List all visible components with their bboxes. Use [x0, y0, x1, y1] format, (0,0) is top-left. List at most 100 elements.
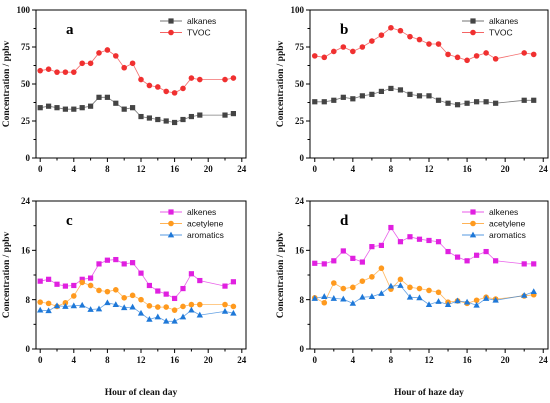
data-point-aromatics — [321, 293, 328, 299]
data-point-acetylene — [378, 265, 385, 272]
data-point-alkenes — [464, 258, 470, 264]
x-tick-label: 12 — [137, 164, 147, 174]
data-point-alkanes — [155, 116, 161, 123]
data-point-acetylene — [197, 301, 203, 308]
y-tick-label: 25 — [21, 116, 31, 126]
data-point-TVOC — [340, 44, 347, 50]
data-point-alkenes — [340, 248, 346, 254]
data-point-alkanes — [369, 91, 375, 97]
data-point-TVOC — [397, 27, 404, 34]
data-point-alkanes — [454, 102, 461, 108]
data-point-aromatics — [129, 303, 136, 310]
data-point-alkenes — [113, 256, 119, 263]
x-tick-label: 16 — [463, 164, 473, 174]
data-point-alkanes — [407, 91, 413, 97]
data-point-aromatics — [112, 301, 119, 307]
data-point-TVOC — [311, 53, 318, 59]
data-point-alkanes — [46, 103, 52, 109]
y-axis-label: Concentration / ppbv — [2, 40, 12, 127]
data-point-alkanes — [378, 88, 384, 94]
data-point-acetylene — [171, 307, 178, 313]
data-point-aromatics — [53, 302, 61, 309]
data-point-acetylene — [397, 276, 404, 283]
data-point-TVOC — [369, 38, 375, 44]
data-point-alkenes — [369, 244, 375, 250]
x-tick-label: 4 — [72, 355, 77, 365]
y-tick-label: 75 — [21, 42, 31, 52]
data-point-alkenes — [37, 278, 43, 284]
data-point-alkenes — [188, 271, 194, 277]
data-point-alkenes — [71, 282, 77, 289]
data-point-alkanes — [426, 93, 432, 99]
data-point-alkanes — [521, 97, 527, 103]
data-point-aromatics — [137, 309, 145, 316]
data-point-TVOC — [180, 85, 186, 92]
data-point-alkenes — [88, 275, 94, 281]
data-point-TVOC — [483, 50, 489, 56]
data-point-alkenes — [397, 239, 404, 245]
chart-panel-d: 0 4 8 12 16 20 24 0 8 16 24 Concentration / ppbv Hou… — [276, 196, 549, 398]
data-point-alkanes — [340, 94, 346, 100]
data-point-alkenes — [321, 261, 327, 267]
data-point-alkanes — [172, 119, 178, 126]
data-point-aromatics — [104, 299, 111, 306]
data-point-aromatics — [230, 309, 237, 316]
data-point-aromatics — [121, 304, 128, 311]
data-point-alkanes — [359, 93, 365, 99]
data-point-aromatics — [530, 288, 537, 295]
data-point-alkanes — [230, 111, 236, 117]
x-tick-label: 0 — [38, 164, 43, 174]
data-point-alkanes — [180, 116, 186, 123]
x-tick-label: 16 — [463, 355, 473, 365]
data-point-aromatics — [416, 294, 423, 301]
x-tick-label: 4 — [351, 164, 356, 174]
data-point-alkanes — [222, 112, 228, 118]
x-tick-label: 8 — [389, 355, 394, 365]
data-point-alkenes — [146, 282, 152, 289]
data-point-alkanes — [71, 106, 77, 112]
data-point-TVOC — [407, 33, 413, 40]
data-point-acetylene — [96, 287, 102, 294]
data-point-TVOC — [331, 48, 337, 55]
data-point-acetylene — [222, 301, 228, 308]
data-point-TVOC — [321, 54, 328, 61]
data-point-aromatics — [221, 307, 229, 314]
data-point-aromatics — [368, 293, 376, 299]
data-point-alkenes — [312, 260, 318, 266]
series-line-acetylene — [40, 281, 234, 311]
data-point-TVOC — [54, 69, 60, 75]
x-tick-label: 20 — [204, 164, 214, 174]
data-point-alkanes — [197, 112, 203, 118]
data-point-acetylene — [230, 303, 237, 310]
y-axis-label: Concentration / ppbv — [276, 40, 286, 127]
data-point-aromatics — [45, 307, 52, 314]
data-point-acetylene — [359, 278, 366, 284]
data-point-alkenes — [521, 261, 527, 267]
series-line-alkanes — [314, 87, 534, 106]
legend-marker-aromatics — [469, 231, 477, 238]
data-point-alkanes — [113, 100, 119, 106]
series-line-alkenes — [40, 259, 234, 299]
legend-marker-aromatics — [167, 231, 175, 238]
data-point-alkenes — [230, 279, 236, 285]
data-point-TVOC — [96, 50, 102, 56]
data-point-alkanes — [493, 100, 499, 106]
data-point-alkanes — [416, 93, 423, 99]
data-point-aromatics — [406, 293, 414, 300]
data-point-alkenes — [435, 239, 442, 245]
chart-panel-b: 0 4 8 12 16 20 24 0 25 50 75 100 Concentration / ppb… — [276, 5, 549, 174]
data-point-aromatics — [340, 295, 347, 302]
data-point-TVOC — [171, 90, 178, 96]
data-point-acetylene — [163, 304, 169, 310]
data-point-alkanes — [121, 106, 127, 112]
data-point-alkanes — [138, 113, 144, 120]
data-point-aromatics — [473, 301, 480, 308]
data-point-TVOC — [104, 47, 111, 53]
data-point-aromatics — [196, 311, 203, 318]
data-point-alkenes — [197, 277, 203, 284]
data-point-acetylene — [340, 285, 347, 292]
data-point-alkanes — [531, 97, 537, 103]
data-point-TVOC — [197, 76, 203, 83]
data-point-alkenes — [46, 276, 52, 282]
